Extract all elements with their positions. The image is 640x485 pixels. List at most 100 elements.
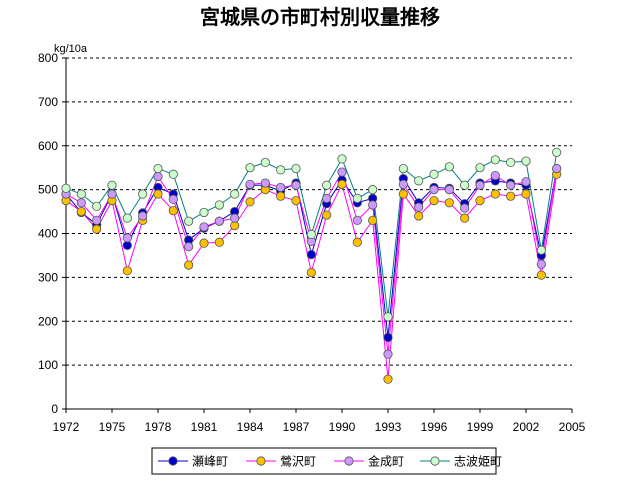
axes <box>65 58 572 410</box>
point-1-1994 <box>398 189 408 199</box>
point-3-1994 <box>398 163 408 174</box>
point-3-1972 <box>61 183 71 193</box>
point-2-1986 <box>276 182 286 193</box>
point-2-1975 <box>107 189 117 199</box>
point-3-1987 <box>291 163 301 174</box>
point-2-1976 <box>122 233 132 243</box>
legend-label-2: 金成町 <box>368 454 404 469</box>
point-2-2002 <box>521 177 531 187</box>
point-2-1983 <box>230 213 240 223</box>
y-tick-label-400: 400 <box>38 227 58 241</box>
legend-label-0: 瀬峰町 <box>192 455 228 469</box>
point-3-1980 <box>184 216 194 226</box>
point-2-1999 <box>475 180 485 190</box>
point-2-1998 <box>460 203 470 213</box>
point-2-1978 <box>153 171 163 182</box>
point-2-2001 <box>506 180 516 190</box>
point-1-1982 <box>214 237 224 247</box>
point-3-1976 <box>122 213 132 223</box>
point-2-1990 <box>337 167 347 177</box>
point-1-1997 <box>444 198 454 208</box>
point-3-1995 <box>414 176 424 186</box>
point-0-1993 <box>383 332 393 343</box>
point-2-2004 <box>552 163 562 174</box>
x-tick-label-1978: 1978 <box>145 420 172 434</box>
point-2-1992 <box>368 200 378 210</box>
point-1-1980 <box>184 260 194 270</box>
legend-marker-2 <box>344 456 354 466</box>
point-3-1988 <box>306 229 316 239</box>
point-2-1980 <box>184 242 194 252</box>
y-tick-label-800: 800 <box>38 51 58 65</box>
point-2-1996 <box>429 185 439 195</box>
x-tick-label-1990: 1990 <box>329 420 356 434</box>
point-3-1991 <box>352 193 362 203</box>
point-3-1985 <box>260 157 270 168</box>
point-1-1988 <box>306 267 316 278</box>
point-3-1983 <box>230 189 240 199</box>
point-1-1978 <box>153 189 163 199</box>
point-2-1991 <box>352 215 362 225</box>
point-0-1988 <box>306 249 316 260</box>
point-2-1989 <box>322 193 332 203</box>
x-tick-label-1981: 1981 <box>191 420 218 434</box>
point-2-2000 <box>490 170 500 181</box>
point-2-1997 <box>444 185 454 195</box>
x-tick-label-1993: 1993 <box>375 420 402 434</box>
point-3-1982 <box>214 200 224 210</box>
point-3-1986 <box>276 165 286 175</box>
point-2-1981 <box>199 222 209 232</box>
point-2-1985 <box>260 178 270 188</box>
point-1-1986 <box>276 191 286 201</box>
x-axis-ticks: 1972 1975 1978 1981 1984 1987 1990 1993 1996 1999… <box>53 409 586 434</box>
point-1-1974 <box>92 224 102 234</box>
point-1-2003 <box>536 270 546 280</box>
point-2-1979 <box>168 194 178 204</box>
y-axis-unit: kg/10a <box>54 43 88 55</box>
y-tick-label-600: 600 <box>38 139 58 153</box>
point-3-1996 <box>429 169 439 179</box>
point-3-1984 <box>245 163 255 173</box>
point-2-1973 <box>76 198 86 208</box>
point-2-1994 <box>398 179 408 189</box>
point-2-1993 <box>383 349 393 359</box>
x-tick-label-1987: 1987 <box>283 420 310 434</box>
x-tick-label-1972: 1972 <box>53 420 80 434</box>
point-1-1999 <box>475 195 485 206</box>
point-3-1990 <box>337 154 347 164</box>
x-tick-label-1975: 1975 <box>99 420 126 434</box>
y-axis-ticks: 0 100 200 300 400 500 600 700 800 <box>38 51 66 416</box>
point-2-1987 <box>291 180 301 190</box>
point-3-1992 <box>368 185 378 195</box>
point-3-1981 <box>199 207 209 218</box>
point-1-1995 <box>414 211 424 221</box>
point-1-1973 <box>76 206 86 217</box>
point-3-2003 <box>536 245 546 255</box>
chart-title: 宮城県の市町村別収量推移 <box>200 5 440 29</box>
legend-marker-1 <box>256 456 266 466</box>
point-3-2002 <box>521 156 531 166</box>
point-3-1977 <box>138 189 148 199</box>
point-3-1978 <box>153 163 163 174</box>
point-3-1997 <box>444 162 454 172</box>
point-2-2003 <box>536 259 546 269</box>
x-tick-label-2002: 2002 <box>513 420 540 434</box>
point-3-1993 <box>383 312 393 322</box>
gridlines <box>66 57 572 366</box>
point-1-1990 <box>337 179 347 189</box>
x-tick-label-1984: 1984 <box>237 420 264 434</box>
point-3-2004 <box>552 147 562 157</box>
point-1-1996 <box>429 195 439 206</box>
point-3-2001 <box>506 157 516 168</box>
y-tick-label-0: 0 <box>51 402 58 416</box>
y-tick-label-100: 100 <box>38 358 58 372</box>
y-tick-label-700: 700 <box>38 95 58 109</box>
point-1-1976 <box>122 266 132 276</box>
point-3-1979 <box>168 169 178 179</box>
point-3-2000 <box>490 155 500 165</box>
point-1-2000 <box>490 189 500 199</box>
point-1-1987 <box>291 195 301 206</box>
point-1-1991 <box>352 237 362 247</box>
legend-label-3: 志波姫町 <box>454 455 502 469</box>
point-2-1974 <box>92 215 102 225</box>
